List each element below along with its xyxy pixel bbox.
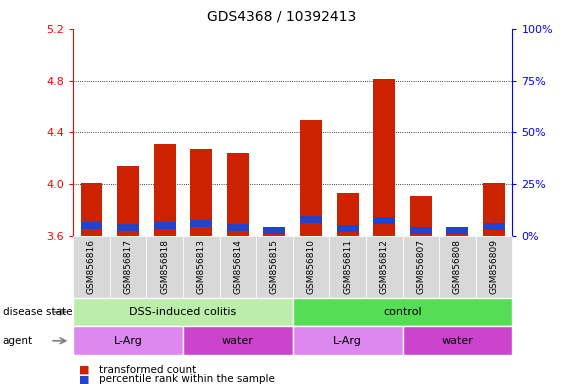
Text: GDS4368 / 10392413: GDS4368 / 10392413 — [207, 10, 356, 23]
Bar — [483, 183, 505, 236]
Text: GSM856816: GSM856816 — [87, 239, 96, 295]
Text: GSM856808: GSM856808 — [453, 239, 462, 295]
Bar — [190, 149, 212, 236]
Bar — [300, 216, 322, 223]
Bar — [81, 222, 102, 229]
Text: agent: agent — [3, 336, 33, 346]
Text: GSM856811: GSM856811 — [343, 239, 352, 295]
Bar — [117, 223, 139, 231]
Bar — [263, 228, 285, 236]
Bar — [410, 196, 432, 236]
Text: GSM856817: GSM856817 — [124, 239, 132, 295]
Text: water: water — [441, 336, 473, 346]
Bar — [373, 217, 395, 224]
Bar — [373, 79, 395, 236]
Text: GSM856818: GSM856818 — [160, 239, 169, 295]
Text: GSM856813: GSM856813 — [197, 239, 205, 295]
Text: GSM856812: GSM856812 — [380, 240, 388, 294]
Text: L-Arg: L-Arg — [114, 336, 142, 346]
Bar — [227, 153, 249, 236]
Bar — [154, 222, 176, 229]
Text: disease state: disease state — [3, 307, 72, 317]
Text: ■: ■ — [79, 374, 90, 384]
Bar — [446, 228, 468, 236]
Text: control: control — [383, 307, 422, 317]
Text: GSM856814: GSM856814 — [234, 240, 242, 294]
Bar — [410, 227, 432, 234]
Bar — [227, 223, 249, 231]
Bar — [81, 183, 102, 236]
Bar — [337, 225, 359, 232]
Text: transformed count: transformed count — [99, 365, 196, 375]
Text: water: water — [222, 336, 254, 346]
Bar — [337, 194, 359, 236]
Text: GSM856810: GSM856810 — [307, 239, 315, 295]
Text: ■: ■ — [79, 365, 90, 375]
Bar — [300, 119, 322, 236]
Text: percentile rank within the sample: percentile rank within the sample — [99, 374, 274, 384]
Bar — [446, 227, 468, 234]
Bar — [117, 166, 139, 236]
Text: DSS-induced colitis: DSS-induced colitis — [129, 307, 236, 317]
Bar — [483, 223, 505, 230]
Text: GSM856807: GSM856807 — [417, 239, 425, 295]
Text: L-Arg: L-Arg — [333, 336, 362, 346]
Bar — [263, 227, 285, 234]
Bar — [154, 144, 176, 236]
Text: GSM856809: GSM856809 — [490, 239, 498, 295]
Bar — [190, 220, 212, 227]
Text: GSM856815: GSM856815 — [270, 239, 279, 295]
